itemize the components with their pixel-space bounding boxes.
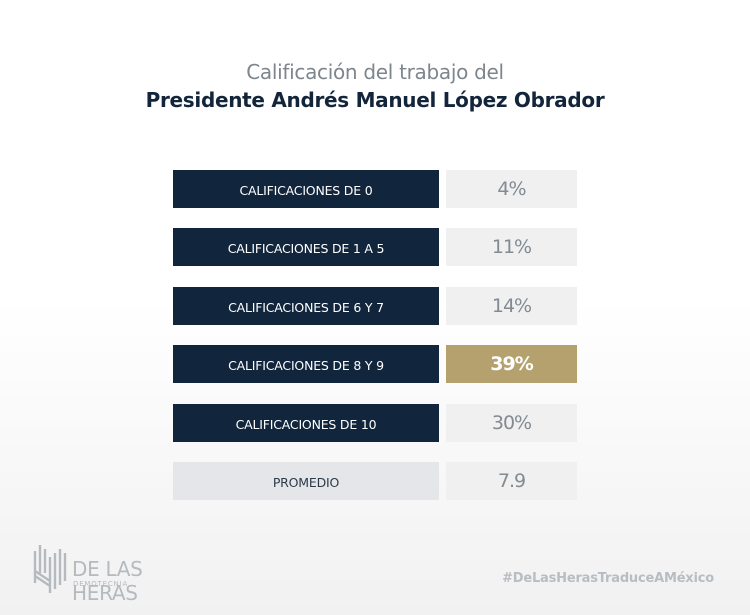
table-row-rating-8-9: CALIFICACIONES DE 8 Y 9 39% [173, 345, 577, 383]
row-label: CALIFICACIONES DE 10 [173, 404, 439, 442]
table-row-rating-1-5: CALIFICACIONES DE 1 A 5 11% [173, 228, 577, 266]
chart-subtitle: Calificación del trabajo del [246, 60, 504, 84]
logo-subtitle: DEMOTECNIA [73, 580, 129, 588]
table-row-average: PROMEDIO 7.9 [173, 462, 577, 500]
row-label: CALIFICACIONES DE 1 A 5 [173, 228, 439, 266]
row-label: PROMEDIO [173, 462, 439, 500]
row-label: CALIFICACIONES DE 8 Y 9 [173, 345, 439, 383]
row-value: 11% [446, 228, 577, 266]
chart-header: Calificación del trabajo del Presidente … [0, 58, 750, 114]
table-row-rating-6-7: CALIFICACIONES DE 6 Y 7 14% [173, 287, 577, 325]
table-row-rating-0: CALIFICACIONES DE 0 4% [173, 170, 577, 208]
row-label: CALIFICACIONES DE 0 [173, 170, 439, 208]
row-label: CALIFICACIONES DE 6 Y 7 [173, 287, 439, 325]
row-value-highlighted: 39% [446, 345, 577, 383]
de-las-heras-logo-icon [33, 545, 67, 593]
row-value: 4% [446, 170, 577, 208]
hashtag: #DeLasHerasTraduceAMéxico [502, 571, 714, 586]
chart-title: Presidente Andrés Manuel López Obrador [145, 88, 605, 112]
table-row-rating-10: CALIFICACIONES DE 10 30% [173, 404, 577, 442]
logo-name: DE LAS HERAS [72, 557, 143, 605]
row-value: 30% [446, 404, 577, 442]
row-value: 7.9 [446, 462, 577, 500]
row-value: 14% [446, 287, 577, 325]
brand-logo: DE LAS HERAS DEMOTECNIA [32, 543, 202, 605]
